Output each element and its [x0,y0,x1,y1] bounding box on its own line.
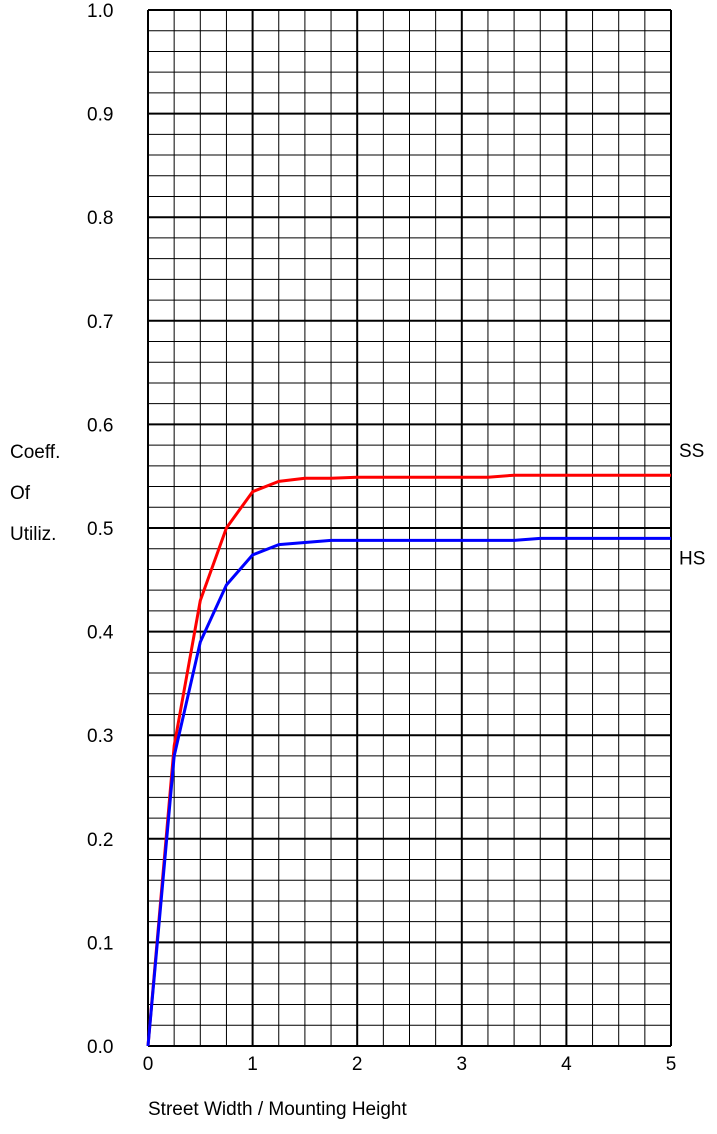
series-lines [146,473,671,1047]
y-tick-label: 0.9 [87,105,113,126]
series-line-hs [146,536,671,1047]
x-tick-label: 0 [143,1054,154,1075]
x-axis-label: Street Width / Mounting Height [148,1099,407,1120]
y-tick-label: 0.3 [87,726,113,747]
y-tick-label: 0.2 [87,830,113,851]
grid-major [147,9,672,1047]
x-tick-label: 3 [457,1054,468,1075]
y-tick-label: 0.0 [87,1037,113,1058]
y-tick-label: 0.4 [87,623,114,644]
x-tick-labels: 0 1 2 3 4 5 [143,1054,677,1075]
series-label-ss: SS [679,441,704,462]
series-labels: SS HS [679,441,705,569]
y-tick-label: 0.6 [87,415,113,436]
x-tick-label: 5 [666,1054,677,1075]
y-axis-label-line-1: Coeff. [10,442,60,463]
x-tick-label: 1 [247,1054,258,1075]
y-tick-label: 0.8 [87,208,113,229]
series-label-hs: HS [679,548,705,569]
y-axis-label-line-2: Of [10,483,31,504]
y-axis-label-line-3: Utiliz. [10,524,56,545]
y-tick-label: 0.5 [87,519,113,540]
y-tick-labels: 0.0 0.1 0.2 0.3 0.4 0.5 0.6 0.7 0.8 0.9 1.0 [87,1,114,1058]
y-tick-label: 0.1 [87,933,113,954]
y-tick-label: 1.0 [87,1,113,22]
x-tick-label: 4 [561,1054,572,1075]
series-line-ss [146,473,671,1047]
y-tick-label: 0.7 [87,312,113,333]
x-tick-label: 2 [352,1054,363,1075]
